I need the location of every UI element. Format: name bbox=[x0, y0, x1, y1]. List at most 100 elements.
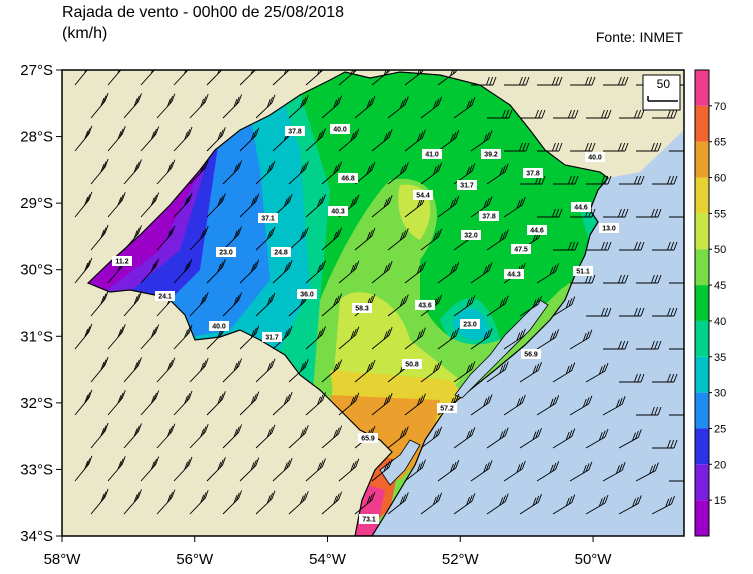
wind-barb bbox=[123, 357, 142, 383]
wind-barb bbox=[619, 373, 645, 383]
wind-barb bbox=[206, 127, 226, 152]
wind-barb bbox=[569, 329, 593, 350]
wind-barb bbox=[222, 160, 243, 185]
wind-barb bbox=[636, 142, 662, 152]
wind-barb bbox=[371, 261, 393, 284]
wind-barb bbox=[519, 361, 542, 383]
wind-barb bbox=[173, 192, 193, 218]
wind-barb bbox=[536, 395, 560, 416]
wind-barb bbox=[222, 358, 243, 383]
wind-barb bbox=[173, 126, 193, 152]
wind-barb bbox=[239, 325, 260, 350]
station-box bbox=[460, 319, 480, 329]
wind-barb bbox=[636, 208, 662, 218]
station-box bbox=[437, 403, 457, 413]
wind-barb bbox=[553, 241, 579, 251]
wind-barb bbox=[652, 241, 678, 251]
wind-barb bbox=[504, 76, 530, 86]
station-value: 58.3 bbox=[355, 305, 369, 312]
wind-barb bbox=[272, 193, 293, 218]
station-value: 40.0 bbox=[333, 126, 347, 133]
wind-barb bbox=[619, 175, 645, 185]
station-value: 51.1 bbox=[576, 268, 590, 275]
lon-label: 50°W bbox=[575, 551, 613, 568]
wind-barb bbox=[156, 93, 176, 119]
wind-barb bbox=[486, 295, 509, 317]
wind-barb bbox=[74, 70, 88, 86]
wind-barb bbox=[338, 458, 360, 482]
station-value: 57.2 bbox=[440, 405, 454, 412]
station-box bbox=[402, 359, 422, 369]
wind-barb bbox=[206, 259, 226, 284]
wind-barb bbox=[486, 493, 509, 515]
wind-barb bbox=[669, 282, 684, 284]
wind-barb bbox=[272, 70, 290, 86]
wind-barb bbox=[387, 426, 409, 449]
wind-barb bbox=[652, 439, 678, 449]
wind-barb bbox=[321, 491, 343, 515]
wind-barb bbox=[404, 261, 426, 284]
colorbar-label: 15 bbox=[714, 495, 726, 507]
wind-barb bbox=[618, 495, 642, 515]
wind-barb bbox=[255, 490, 276, 515]
wind-barb bbox=[206, 391, 226, 416]
wind-barb bbox=[635, 462, 659, 482]
colorbar-label: 20 bbox=[714, 459, 726, 471]
station-box bbox=[415, 300, 435, 310]
station-value: 43.6 bbox=[418, 302, 432, 309]
station-box bbox=[209, 321, 229, 331]
wind-barb bbox=[90, 290, 109, 317]
lon-label: 54°W bbox=[309, 551, 347, 568]
lagoon bbox=[454, 299, 549, 399]
wind-barb bbox=[586, 241, 612, 251]
wind-barb bbox=[371, 129, 393, 152]
wind-barb bbox=[537, 142, 563, 152]
station-box bbox=[155, 291, 175, 301]
wind-barb bbox=[519, 427, 542, 449]
wind-barb bbox=[222, 94, 243, 119]
wind-barb bbox=[354, 359, 376, 383]
wind-barb bbox=[552, 494, 576, 515]
wind-barb bbox=[189, 225, 209, 251]
station-box bbox=[573, 266, 593, 276]
wind-barb bbox=[371, 459, 393, 482]
wind-barb bbox=[74, 191, 93, 218]
station-box bbox=[461, 230, 481, 240]
wind-barb bbox=[404, 393, 426, 416]
colorbar-segment bbox=[695, 356, 709, 393]
wind-barb bbox=[570, 274, 596, 284]
colorbar-label: 55 bbox=[714, 208, 726, 220]
wind-barb bbox=[140, 258, 160, 284]
wind-barb bbox=[437, 70, 458, 86]
station-box bbox=[330, 124, 350, 134]
wind-barb bbox=[570, 76, 596, 86]
wind-barb bbox=[569, 395, 593, 416]
wind-barb bbox=[189, 159, 209, 185]
wind-barb bbox=[255, 292, 276, 317]
wind-barb bbox=[404, 129, 426, 152]
lat-label: 29°S bbox=[20, 195, 53, 212]
station-box bbox=[338, 173, 358, 183]
wind-barb bbox=[255, 160, 276, 185]
wind-barb bbox=[321, 227, 343, 251]
wind-barb bbox=[669, 480, 684, 482]
wind-barb bbox=[586, 109, 612, 119]
wind-barb bbox=[272, 259, 293, 284]
station-box bbox=[481, 149, 501, 159]
wind-barb bbox=[536, 329, 560, 350]
wind-barb bbox=[288, 425, 309, 449]
wind-barb bbox=[107, 456, 126, 482]
wind-barb bbox=[255, 94, 276, 119]
station-value: 50.8 bbox=[405, 361, 419, 368]
wind-barb bbox=[321, 293, 343, 317]
wind-barb bbox=[487, 109, 513, 119]
wind-barb bbox=[371, 70, 391, 86]
wind-barb bbox=[321, 425, 343, 449]
wind-barb bbox=[387, 294, 409, 317]
colorbar-label: 30 bbox=[714, 388, 726, 400]
wind-barb bbox=[503, 328, 526, 350]
wind-barb bbox=[255, 424, 276, 449]
station-value: 40.0 bbox=[212, 323, 226, 330]
wind-barb bbox=[338, 326, 360, 350]
wind-barb bbox=[140, 456, 160, 482]
